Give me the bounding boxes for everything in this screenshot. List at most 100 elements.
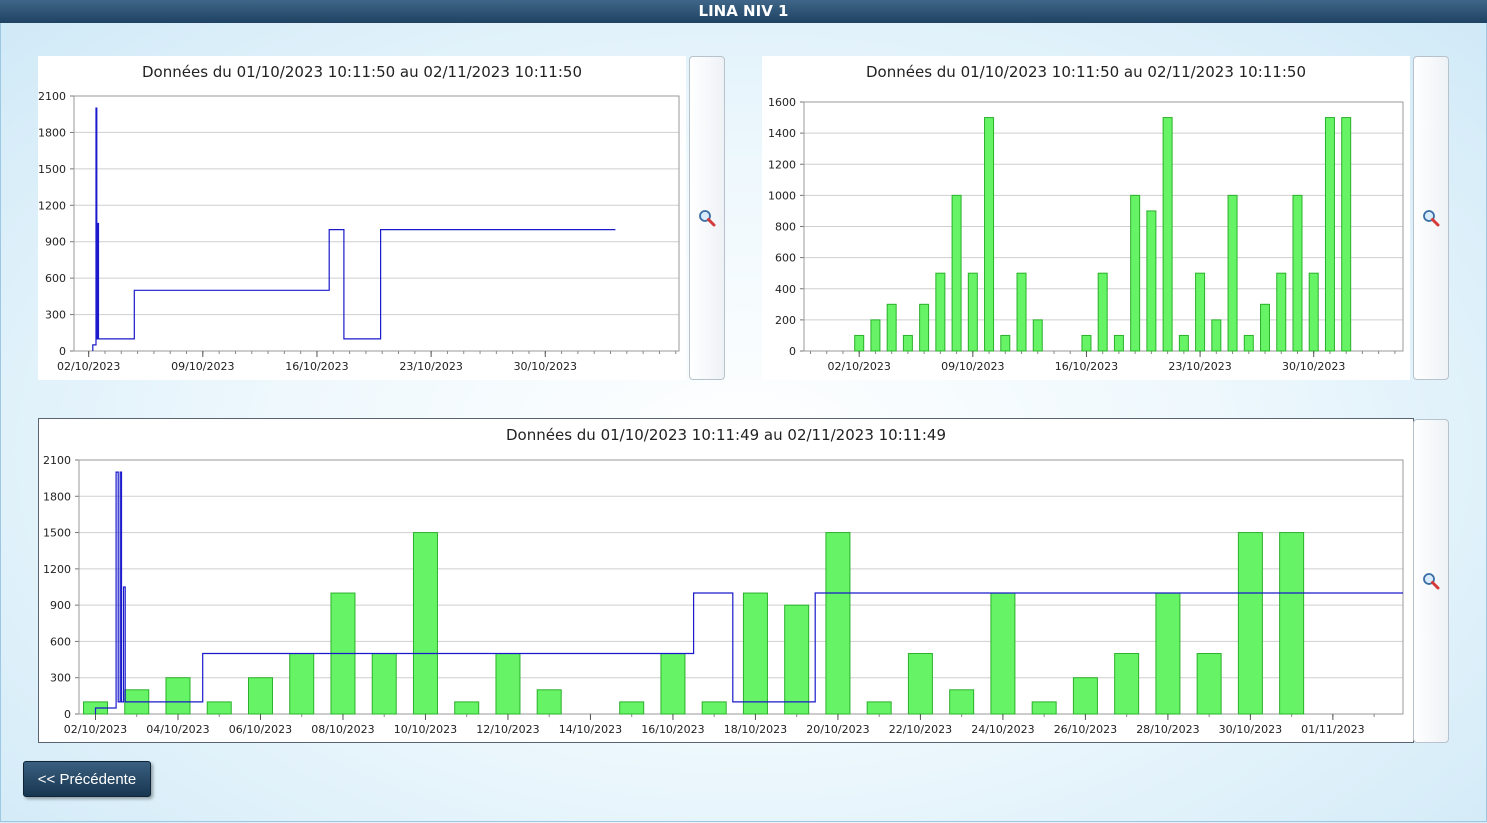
x-tick-label: 08/10/2023 bbox=[311, 723, 374, 736]
bar bbox=[454, 701, 480, 715]
x-tick-label: 30/10/2023 bbox=[1219, 723, 1282, 736]
y-tick-label: 600 bbox=[50, 635, 71, 648]
bar bbox=[1072, 677, 1098, 715]
y-tick-label: 600 bbox=[775, 252, 796, 265]
bar bbox=[742, 592, 768, 715]
magnifier-icon bbox=[1423, 573, 1440, 590]
bar bbox=[1341, 117, 1352, 352]
y-tick-label: 1800 bbox=[43, 490, 71, 503]
bar bbox=[1113, 334, 1124, 352]
x-tick-label: 16/10/2023 bbox=[1055, 360, 1118, 373]
x-tick-label: 28/10/2023 bbox=[1136, 723, 1199, 736]
bar bbox=[990, 592, 1016, 715]
bar bbox=[536, 689, 562, 715]
bar bbox=[1146, 210, 1157, 352]
y-tick-label: 200 bbox=[775, 314, 796, 327]
y-tick-label: 900 bbox=[45, 236, 66, 249]
x-tick-label: 09/10/2023 bbox=[171, 360, 234, 373]
y-tick-label: 300 bbox=[45, 309, 66, 322]
y-tick-label: 1400 bbox=[768, 127, 796, 140]
bar bbox=[1162, 117, 1173, 352]
bar bbox=[1279, 532, 1305, 715]
bar bbox=[1031, 701, 1057, 715]
series-line bbox=[94, 471, 1403, 714]
bar bbox=[854, 334, 865, 352]
bar bbox=[165, 677, 191, 715]
x-tick-label: 23/10/2023 bbox=[1168, 360, 1231, 373]
line-chart-panel: Données du 01/10/2023 10:11:50 au 02/11/… bbox=[38, 56, 686, 380]
bar bbox=[1243, 334, 1254, 352]
zoom-button[interactable] bbox=[1413, 419, 1449, 743]
bar bbox=[1000, 334, 1011, 352]
y-tick-label: 400 bbox=[775, 283, 796, 296]
y-tick-label: 600 bbox=[45, 272, 66, 285]
y-tick-label: 0 bbox=[64, 708, 71, 721]
x-tick-label: 30/10/2023 bbox=[1282, 360, 1345, 373]
bar bbox=[1227, 194, 1238, 352]
zoom-button[interactable] bbox=[1413, 56, 1449, 380]
x-tick-label: 22/10/2023 bbox=[889, 723, 952, 736]
x-tick-label: 23/10/2023 bbox=[399, 360, 462, 373]
x-tick-label: 06/10/2023 bbox=[229, 723, 292, 736]
bar bbox=[371, 653, 397, 715]
zoom-button[interactable] bbox=[689, 56, 725, 380]
bar-chart-panel: Données du 01/10/2023 10:11:50 au 02/11/… bbox=[762, 56, 1410, 380]
bar bbox=[289, 653, 315, 715]
bar bbox=[1130, 194, 1141, 352]
window-title: LINA NIV 1 bbox=[0, 0, 1487, 23]
bar bbox=[907, 653, 933, 715]
bar bbox=[886, 303, 897, 352]
bar bbox=[495, 653, 521, 715]
y-tick-label: 0 bbox=[789, 345, 796, 358]
bar bbox=[967, 272, 978, 352]
x-tick-label: 12/10/2023 bbox=[476, 723, 539, 736]
bar bbox=[1114, 653, 1140, 715]
chart-title: Données du 01/10/2023 10:11:50 au 02/11/… bbox=[142, 63, 582, 81]
x-tick-label: 09/10/2023 bbox=[941, 360, 1004, 373]
combined-chart-panel: Données du 01/10/2023 10:11:49 au 02/11/… bbox=[38, 418, 1414, 743]
previous-button[interactable]: << Précédente bbox=[23, 761, 151, 797]
x-tick-label: 10/10/2023 bbox=[394, 723, 457, 736]
x-tick-label: 26/10/2023 bbox=[1054, 723, 1117, 736]
y-tick-label: 1600 bbox=[768, 96, 796, 109]
x-tick-label: 16/10/2023 bbox=[285, 360, 348, 373]
x-tick-label: 24/10/2023 bbox=[971, 723, 1034, 736]
y-tick-label: 1500 bbox=[43, 527, 71, 540]
plot-area bbox=[78, 459, 1404, 715]
bar bbox=[919, 303, 930, 352]
bar bbox=[1097, 272, 1108, 352]
x-tick-label: 02/10/2023 bbox=[827, 360, 890, 373]
bar bbox=[1032, 319, 1043, 352]
x-tick-label: 01/11/2023 bbox=[1301, 723, 1364, 736]
bar bbox=[1195, 272, 1206, 352]
bar bbox=[951, 194, 962, 352]
x-tick-label: 02/10/2023 bbox=[57, 360, 120, 373]
bar-chart: 0 200 400 600 800 1000 1200 1400 1600 02/10/2023 0… bbox=[768, 96, 1404, 373]
x-tick-label: 30/10/2023 bbox=[514, 360, 577, 373]
bar bbox=[1324, 117, 1335, 352]
bar bbox=[1260, 303, 1271, 352]
y-tick-label: 2100 bbox=[43, 454, 71, 467]
y-tick-label: 800 bbox=[775, 221, 796, 234]
bar bbox=[1276, 272, 1287, 352]
x-tick-label: 02/10/2023 bbox=[64, 723, 127, 736]
bar bbox=[935, 272, 946, 352]
magnifier-icon bbox=[699, 210, 716, 227]
bar bbox=[1081, 334, 1092, 352]
y-tick-label: 1800 bbox=[38, 126, 66, 139]
y-tick-label: 0 bbox=[59, 345, 66, 358]
bar bbox=[949, 689, 975, 715]
bar bbox=[866, 701, 892, 715]
y-tick-label: 1500 bbox=[38, 163, 66, 176]
bar bbox=[784, 604, 810, 715]
y-tick-label: 900 bbox=[50, 599, 71, 612]
y-tick-label: 1200 bbox=[43, 563, 71, 576]
y-tick-label: 1200 bbox=[38, 199, 66, 212]
y-tick-label: 1200 bbox=[768, 158, 796, 171]
x-tick-label: 18/10/2023 bbox=[724, 723, 787, 736]
bar bbox=[1308, 272, 1319, 352]
line-chart: 0 300 600 900 1200 1500 1800 2100 02/10/2023 09/1… bbox=[38, 90, 680, 373]
bar bbox=[247, 677, 273, 715]
bar bbox=[619, 701, 645, 715]
bar bbox=[1155, 592, 1181, 715]
